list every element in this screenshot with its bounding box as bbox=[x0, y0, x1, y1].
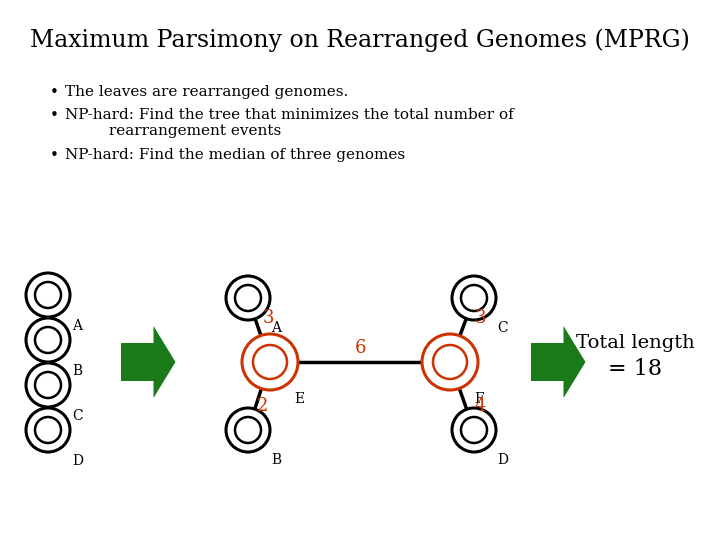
Bar bbox=[531, 343, 564, 381]
Circle shape bbox=[226, 408, 270, 452]
Circle shape bbox=[422, 334, 478, 390]
Text: Maximum Parsimony on Rearranged Genomes (MPRG): Maximum Parsimony on Rearranged Genomes … bbox=[30, 28, 690, 51]
Polygon shape bbox=[153, 326, 176, 398]
Text: 3: 3 bbox=[262, 309, 274, 327]
Text: 6: 6 bbox=[354, 339, 366, 357]
Text: •: • bbox=[50, 108, 59, 123]
Text: 3: 3 bbox=[474, 309, 486, 327]
Text: D: D bbox=[497, 453, 508, 467]
Polygon shape bbox=[564, 326, 585, 398]
Text: NP-hard: Find the tree that minimizes the total number of
         rearrangement: NP-hard: Find the tree that minimizes th… bbox=[65, 108, 514, 138]
Text: = 18: = 18 bbox=[608, 358, 662, 380]
Text: B: B bbox=[271, 453, 281, 467]
Circle shape bbox=[26, 273, 70, 317]
Text: B: B bbox=[72, 364, 82, 378]
Text: Total length: Total length bbox=[575, 334, 694, 352]
Text: D: D bbox=[72, 454, 83, 468]
Circle shape bbox=[26, 318, 70, 362]
Text: 2: 2 bbox=[256, 397, 268, 415]
Text: A: A bbox=[271, 321, 281, 335]
Circle shape bbox=[26, 363, 70, 407]
Circle shape bbox=[452, 276, 496, 320]
Text: C: C bbox=[72, 409, 83, 423]
Text: The leaves are rearranged genomes.: The leaves are rearranged genomes. bbox=[65, 85, 348, 99]
Text: A: A bbox=[72, 319, 82, 333]
Text: C: C bbox=[497, 321, 508, 335]
Circle shape bbox=[242, 334, 298, 390]
Text: 4: 4 bbox=[474, 397, 486, 415]
Text: •: • bbox=[50, 148, 59, 163]
Text: NP-hard: Find the median of three genomes: NP-hard: Find the median of three genome… bbox=[65, 148, 405, 162]
Text: E: E bbox=[294, 392, 304, 406]
Circle shape bbox=[452, 408, 496, 452]
Text: •: • bbox=[50, 85, 59, 100]
Text: F: F bbox=[474, 392, 484, 406]
Circle shape bbox=[26, 408, 70, 452]
Bar bbox=[120, 343, 153, 381]
Circle shape bbox=[226, 276, 270, 320]
